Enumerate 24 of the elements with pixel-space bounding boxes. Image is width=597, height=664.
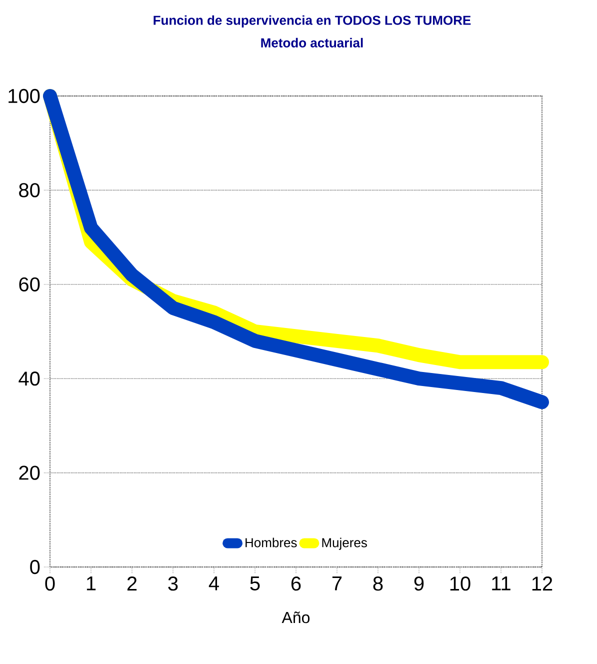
x-tick-label: 4 (208, 576, 219, 590)
y-tick-label: 80 (19, 183, 40, 198)
x-tick-label: 2 (127, 576, 137, 590)
y-tick-label: 20 (19, 466, 40, 480)
y-tick-label: 100 (8, 88, 40, 104)
legend-label: Mujeres (322, 538, 367, 550)
y-tick-label: 40 (18, 372, 40, 386)
chart-title: Funcion de supervivencia en TODOS LOS TUMORE (154, 15, 471, 28)
y-tick-label: 0 (30, 560, 40, 574)
x-axis-title: Año (282, 612, 310, 624)
x-tick-label: 3 (168, 576, 178, 591)
x-tick-label: 0 (45, 576, 55, 591)
legend-label: Hombres (246, 538, 297, 548)
chart-subtitle: Metodo actuarial (261, 38, 363, 48)
x-tick-label: 10 (450, 576, 470, 591)
x-tick-label: 1 (86, 576, 96, 590)
x-tick-label: 7 (332, 576, 342, 590)
x-tick-label: 12 (532, 576, 552, 590)
x-tick-label: 11 (492, 576, 510, 590)
x-tick-label: 5 (250, 576, 260, 590)
x-tick-label: 6 (291, 576, 301, 591)
x-tick-label: 9 (414, 576, 424, 591)
x-tick-label: 8 (373, 576, 383, 591)
y-tick-label: 60 (19, 277, 40, 292)
